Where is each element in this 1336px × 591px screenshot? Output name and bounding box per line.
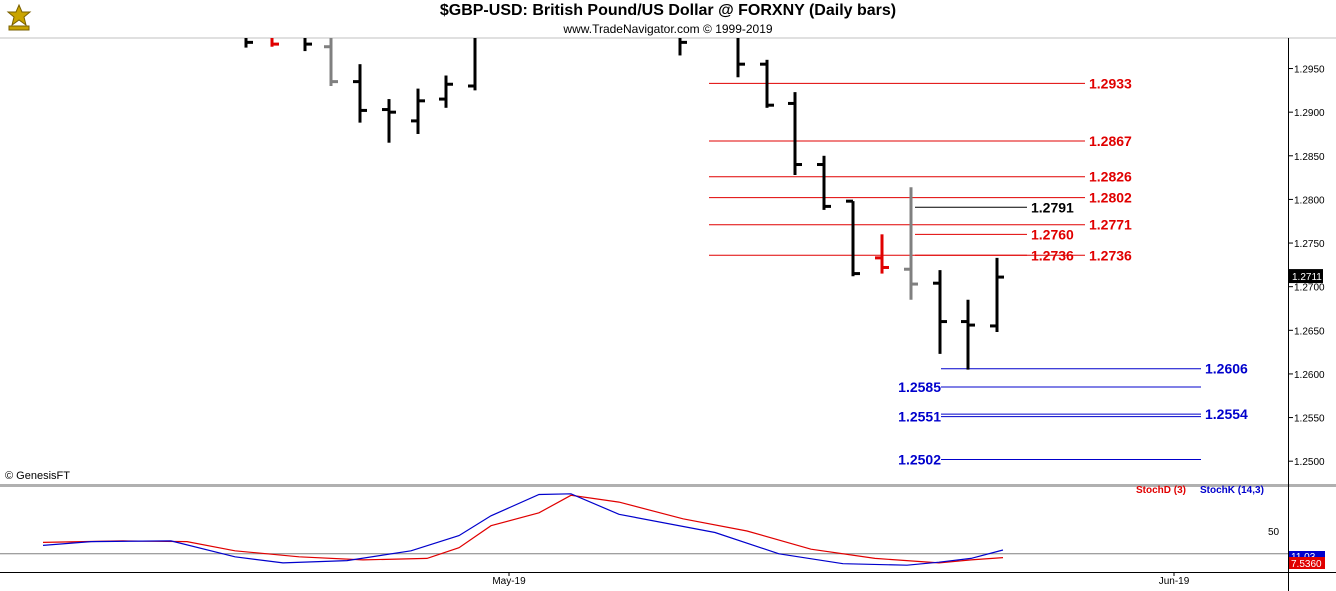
resistance-label: 1.2826 (1089, 169, 1132, 185)
price-tick-label: 1.2950 (1294, 65, 1325, 76)
support-label: 1.2585 (898, 379, 941, 395)
stoch-k-value-marker (1289, 551, 1325, 562)
stoch-series-line (42, 494, 1004, 564)
stochastic-axis: 5011.037.5360 (1268, 527, 1325, 570)
time-axis: May-19 Jun-19 (492, 572, 1190, 587)
ohlc-bar (961, 299, 975, 370)
price-tick-label: 1.2900 (1294, 108, 1325, 119)
stoch-d-value-label: 7.5360 (1291, 559, 1322, 570)
ohlc-bar (244, 38, 253, 48)
ohlc-bar (736, 38, 745, 78)
support-label: 1.2554 (1205, 406, 1248, 422)
price-plot-background (0, 38, 1336, 483)
ohlc-bar (817, 155, 831, 210)
chart-frames (0, 37, 1336, 591)
ohlc-bar (933, 270, 947, 354)
chart-header: $GBP-USD: British Pound/US Dollar @ FORX… (0, 0, 1336, 38)
price-tick-label: 1.2850 (1294, 152, 1325, 163)
chart-subtitle: www.TradeNavigator.com © 1999-2019 (563, 22, 773, 36)
chart-title: $GBP-USD: British Pound/US Dollar @ FORX… (439, 2, 897, 19)
ohlc-bar (303, 38, 312, 52)
stoch-tick-label: 50 (1268, 527, 1280, 538)
resistance-label: 1.2802 (1089, 190, 1132, 206)
resistance-label: 1.2760 (1031, 226, 1074, 242)
price-bars (244, 38, 1004, 370)
ohlc-bar (678, 38, 687, 56)
ohlc-bar (439, 75, 453, 108)
price-tick-label: 1.2600 (1294, 370, 1325, 381)
price-tick-label: 1.2700 (1294, 283, 1325, 294)
price-tick-label: 1.2650 (1294, 326, 1325, 337)
price-tick-label: 1.2750 (1294, 239, 1325, 250)
resistance-label: 1.2791 (1031, 199, 1074, 215)
resistance-label: 1.2736 (1031, 247, 1074, 263)
ohlc-bar (353, 64, 367, 123)
ohlc-bar (788, 92, 802, 175)
support-label: 1.2551 (898, 409, 941, 425)
ohlc-bar (846, 199, 860, 277)
ohlc-bar (382, 99, 396, 143)
resistance-label: 1.2933 (1089, 75, 1132, 91)
last-price-marker (1289, 269, 1323, 284)
stoch-plot-background (0, 488, 1336, 572)
price-axis: 1.2950 1.2900 1.2850 1.2800 1.2750 1.2700 1.26… (1288, 65, 1325, 468)
support-label: 1.2606 (1205, 361, 1248, 377)
trade-navigator-logo-icon (6, 3, 32, 31)
ohlc-bar (760, 59, 774, 108)
ohlc-bar (904, 187, 918, 300)
support-label: 1.2502 (898, 451, 941, 467)
level-lines (709, 82, 1201, 460)
ohlc-bar (875, 234, 889, 274)
level-labels: 1.2933 1.2867 1.2826 1.2802 1.2791 1.2771 1.27… (898, 75, 1248, 467)
ohlc-bar (270, 38, 279, 47)
price-tick-label: 1.2800 (1294, 195, 1325, 206)
price-tick-label: 1.2500 (1294, 457, 1325, 468)
stoch-legend-label: StochK (14,3) (1200, 485, 1264, 496)
time-tick-label: Jun-19 (1159, 576, 1190, 587)
ohlc-bar (990, 257, 1004, 333)
price-tick-label: 1.2550 (1294, 414, 1325, 425)
stochastic-panel: StochD (3) StochK (14,3) (0, 485, 1288, 566)
stoch-d-value-marker (1289, 557, 1325, 569)
ohlc-bar (468, 38, 477, 91)
copyright-label: © GenesisFT (5, 470, 70, 482)
resistance-label: 1.2867 (1089, 133, 1132, 149)
resistance-label: 1.2771 (1089, 217, 1132, 233)
ohlc-bar (411, 88, 425, 134)
stoch-series-line (42, 493, 1004, 566)
resistance-label: 1.2736 (1089, 247, 1132, 263)
ohlc-bar (324, 38, 338, 86)
stoch-legend-label: StochD (3) (1136, 485, 1186, 496)
last-price-label: 1.2711 (1292, 272, 1322, 283)
time-tick-label: May-19 (492, 576, 526, 587)
